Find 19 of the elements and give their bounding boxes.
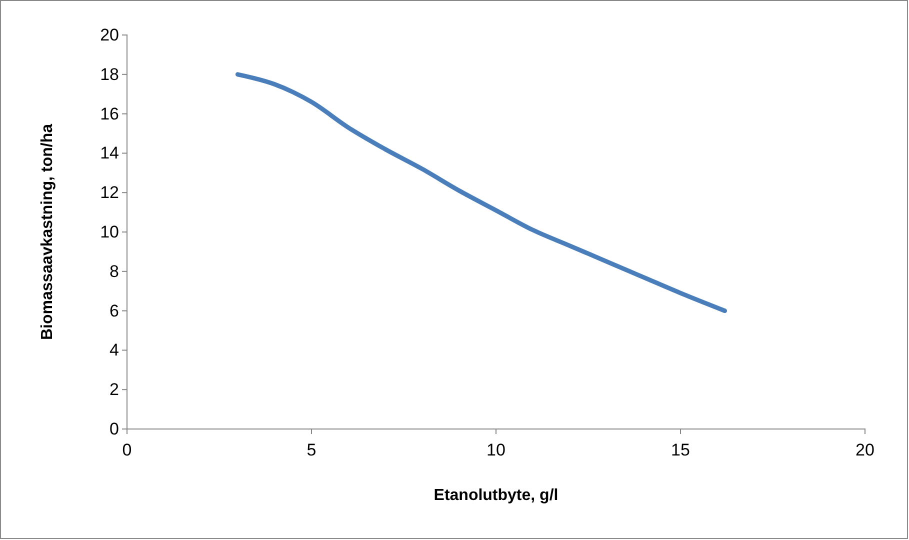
y-tick-label: 8 xyxy=(110,262,119,281)
y-tick-label: 12 xyxy=(100,183,119,202)
x-tick-label: 15 xyxy=(671,440,690,460)
x-tick-label: 5 xyxy=(306,440,316,460)
y-tick-label: 2 xyxy=(110,380,119,400)
y-tick-label: 16 xyxy=(100,104,119,124)
x-tick-label: 0 xyxy=(122,440,132,460)
y-tick-label: 4 xyxy=(110,340,119,360)
y-tick-label: 10 xyxy=(100,222,119,242)
y-tick-label: 20 xyxy=(100,25,119,44)
y-tick-label: 0 xyxy=(110,419,119,438)
y-tick-label: 6 xyxy=(110,301,119,320)
x-axis-title: Etanolutbyte, g/l xyxy=(434,487,558,504)
x-tick-label: 10 xyxy=(486,440,506,460)
x-tick-label: 20 xyxy=(856,440,874,460)
y-tick-label: 18 xyxy=(100,64,119,84)
line-series xyxy=(235,72,728,314)
y-axis-title: Biomassaavkastning, ton/ha xyxy=(39,124,56,340)
y-tick-label: 14 xyxy=(100,144,119,163)
